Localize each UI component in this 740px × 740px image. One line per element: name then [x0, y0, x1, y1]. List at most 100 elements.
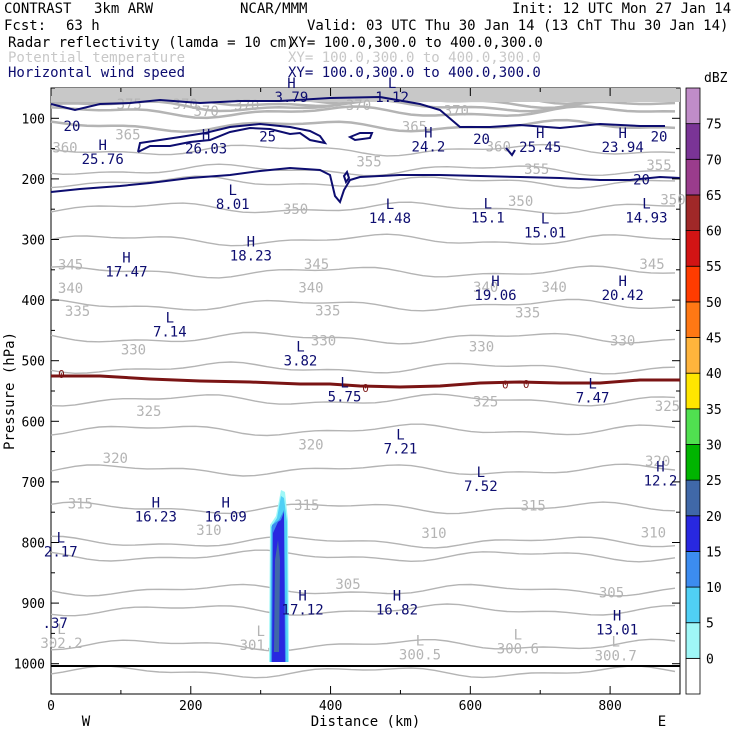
theta-contour-label: 350 [283, 202, 308, 218]
colorbar-swatch [685, 301, 701, 338]
theta-contour-label: 340 [473, 280, 498, 296]
wind-extremum-value: 15.01 [524, 226, 566, 242]
colorbar-swatch [685, 479, 701, 517]
wind-extremum-marker: L [57, 530, 65, 546]
zero-contour-path [51, 374, 680, 389]
x-tick-label: 200 [179, 699, 202, 714]
theta-contour-label: 345 [639, 257, 664, 273]
theta-contour-line [50, 583, 676, 597]
wind-extremum-value: 7.47 [576, 391, 610, 407]
colorbar-swatch [685, 657, 701, 695]
theta-contour-label: 335 [515, 305, 540, 321]
theta-low-marker: L [57, 622, 65, 638]
colorbar-swatch [685, 551, 701, 588]
wind-extremum-value: 12.2 [644, 474, 678, 490]
theta-contour-label: 310 [641, 525, 666, 541]
wind-extremum-value: 17.47 [105, 264, 147, 280]
x-tick-label: 0 [47, 699, 55, 714]
wind-extremum-value: 19.06 [474, 288, 516, 304]
theta-low-value: 300.6 [497, 641, 539, 657]
wind-extremum-value: 16.23 [135, 509, 177, 525]
y-tick-label: 100 [22, 112, 45, 127]
theta-contour-label: 355 [524, 162, 549, 178]
y-tick-label: 800 [22, 537, 45, 552]
theta-contour-label: 305 [335, 577, 360, 593]
wind-extremum-marker: L [477, 465, 485, 481]
y-tick-label: 600 [22, 415, 45, 430]
zero-contour-label: 0 [58, 368, 65, 381]
init-time: Init: 12 UTC Mon 27 Jan 14 [512, 1, 732, 17]
theta-contour-label: 315 [521, 499, 546, 515]
theta-low-marker: L [416, 633, 424, 649]
colorbar-swatch [685, 622, 701, 659]
wind-extremum-marker: H [122, 250, 130, 266]
theta-contour-label: 340 [542, 280, 567, 296]
wind-extremum-value: 24.2 [412, 140, 446, 156]
colorbar-tick-label: 5 [706, 617, 714, 632]
theta-contour-label: 325 [655, 399, 680, 415]
valid-time: Valid: 03 UTC Thu 30 Jan 14 (13 ChT Thu … [307, 18, 729, 34]
theta-contour-label: 355 [646, 158, 671, 174]
x-axis-label: Distance (km) [311, 714, 421, 730]
wind-extremum-marker: H [613, 609, 621, 625]
colorbar-swatch [685, 87, 701, 125]
colorbar-tick-label: 0 [706, 652, 714, 667]
wind-extremum-value: 3.79 [275, 90, 309, 106]
theta-contour-label: 340 [298, 281, 323, 297]
colorbar-tick-label: 10 [706, 581, 722, 596]
colorbar-swatch [685, 586, 701, 624]
theta-contour-line [50, 331, 676, 345]
reflectivity-25dbz [274, 540, 280, 652]
wind-extremum-value: 26.03 [185, 141, 227, 157]
y-tick-label: 900 [22, 597, 45, 612]
west-label: W [82, 714, 91, 730]
zero-contour-label: 0 [502, 379, 509, 392]
theta-contour-line [50, 118, 676, 134]
wind-extremum-marker: H [656, 460, 664, 476]
theta-contour-label: 305 [599, 585, 624, 601]
colorbar-tick-label: 30 [706, 438, 722, 453]
wind-extremum-value: 14.48 [369, 211, 411, 227]
theta-contour-label: 315 [294, 498, 319, 514]
wind-extremum-marker: H [222, 495, 230, 511]
zero-contour-label: 0 [362, 382, 369, 395]
y-tick-label: 700 [22, 476, 45, 491]
y-tick-label: 200 [22, 173, 45, 188]
project-title: CONTRAST [4, 1, 72, 17]
y-tick-label: 400 [22, 294, 45, 309]
colorbar-tick-label: 55 [706, 260, 722, 275]
fcst-label: Fcst: [4, 18, 47, 34]
wind-extremum-marker: L [541, 212, 549, 228]
theta-contour-label: 345 [58, 258, 83, 274]
wind-extremum-marker: L [340, 375, 348, 391]
wind-extremum-marker: H [98, 138, 106, 154]
theta-contour-label: 330 [121, 342, 146, 358]
wind-extremum-marker: L [388, 76, 396, 92]
colorbar-tick-label: 40 [706, 367, 722, 382]
theta-contour-line [50, 535, 676, 549]
wind-extremum-value: 14.93 [625, 211, 667, 227]
wind-extremum-value: 23.94 [602, 140, 644, 156]
theta-contour-line [50, 201, 676, 215]
theta-contour-label: 335 [65, 304, 90, 320]
theta-contour-label: 340 [58, 281, 83, 297]
theta-contour-line [50, 501, 676, 515]
x-tick-label: 600 [459, 699, 482, 714]
colorbar-tick-label: 25 [706, 474, 722, 489]
theta-contour-line [50, 549, 676, 563]
colorbar-swatch [685, 194, 701, 231]
theta-contours [50, 88, 680, 679]
y-tick-label: 500 [22, 355, 45, 370]
wind-extremum-marker: L [484, 197, 492, 213]
wind-extremum-value: 20.42 [602, 288, 644, 304]
wind-extremum-value: 7.52 [464, 479, 498, 495]
wind-extremum-marker: L [228, 183, 236, 199]
theta-contour-label: 370 [234, 98, 259, 114]
colorbar-swatch [685, 230, 701, 267]
field-wind-xy: XY= 100.0,300.0 to 400.0,300.0 [288, 65, 541, 81]
y-axis-label: Pressure (hPa) [2, 332, 18, 450]
theta-contour-label: 360 [486, 139, 511, 155]
field-reflectivity-xy: XY= 100.0,300.0 to 400.0,300.0 [290, 35, 543, 51]
